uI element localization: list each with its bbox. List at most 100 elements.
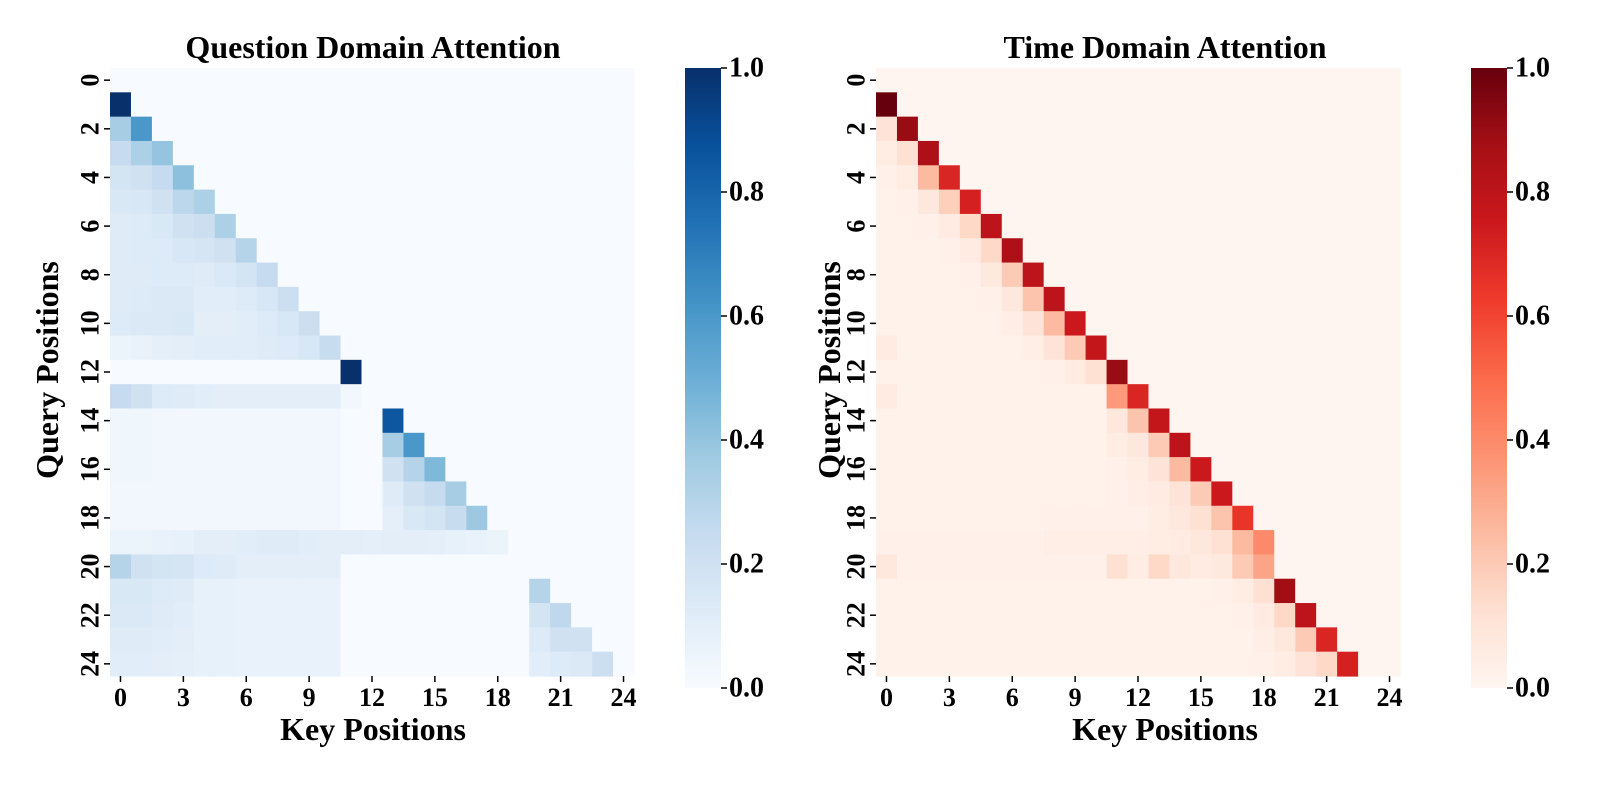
question-heatmap-cell [151,432,174,458]
time-heatmap-cell [1232,651,1254,677]
question-heatmap-cell [235,578,258,604]
question-heatmap-cell [256,165,279,191]
question-heatmap-cell [214,335,237,361]
question-heatmap-cell [424,554,446,580]
time-heatmap-cell [1295,189,1317,215]
question-heatmap-cell [550,92,572,118]
time-heatmap-cell [1232,359,1254,385]
time-heatmap-cell [1064,311,1087,337]
question-heatmap-cell [151,213,174,239]
question-heatmap-cell [256,286,279,312]
time-heatmap-cell [1190,384,1212,410]
question-heatmap-cell [110,481,132,507]
time-heatmap-cell [1232,92,1254,118]
time-heatmap-cell [1001,262,1024,288]
time-heatmap-cell [959,116,982,142]
time-heatmap-cell [1043,481,1066,507]
question-heatmap-cell [571,578,593,604]
question-heatmap-cell [298,359,321,385]
time-heatmap-cell [1337,335,1359,361]
question-heatmap-cell [508,92,530,118]
time-heatmap-cell [1022,213,1045,239]
time-heatmap-cell [1379,189,1401,215]
question-heatmap-cell [424,165,446,191]
time-heatmap-cell [876,530,898,555]
time-heatmap-cell [1253,651,1275,677]
time-heatmap-cell [1337,481,1359,507]
time-heatmap-cell [896,116,919,142]
question-heatmap-cell [151,165,174,191]
question-heatmap-cell [277,286,300,312]
time-heatmap-cell [1337,578,1359,604]
question-heatmap-cell [298,457,321,483]
question-heatmap-cell [256,505,279,531]
time-heatmap-cell [876,384,898,410]
question-heatmap-cell [214,505,237,531]
question-x-tick-label: 9 [303,683,316,712]
time-y-tick-label: 6 [842,220,871,233]
time-heatmap-cell [1043,384,1066,410]
question-heatmap-cell [172,432,195,458]
time-heatmap-cell [876,311,898,337]
question-heatmap-cell [130,213,153,239]
time-heatmap-cell [1001,189,1024,215]
question-heatmap-cell [256,68,279,93]
time-heatmap-cell [1190,311,1212,337]
time-heatmap-cell [876,651,898,677]
question-heatmap-cell [256,651,279,677]
time-x-ticks: 0 3 6 9 12 15 18 21 24 [880,676,1403,712]
time-heatmap-cell [1295,286,1317,312]
time-heatmap-cell [1148,408,1171,434]
question-heatmap-cell [361,189,384,215]
time-heatmap-cell [1148,578,1171,604]
time-heatmap-cell [917,554,940,580]
time-heatmap-cell [938,335,961,361]
time-heatmap-cell [876,238,898,264]
question-heatmap-cell [592,359,614,385]
question-heatmap-cell [361,238,384,264]
time-heatmap-cell [959,286,982,312]
time-colorbar-tick-label: 0.4 [1515,425,1550,456]
time-heatmap-cell [1127,530,1150,555]
question-heatmap-cell [277,311,300,337]
time-heatmap-cell [1274,627,1296,653]
question-heatmap-cell [529,262,551,288]
question-heatmap-cell [172,359,195,385]
question-heatmap-cell [214,530,237,555]
question-heatmap-cell [319,116,342,142]
question-heatmap-cell [445,408,467,434]
question-heatmap-cell [214,262,237,288]
time-heatmap-cell [917,262,940,288]
time-heatmap-cell [959,554,982,580]
question-heatmap-cell [193,481,216,507]
question-heatmap-cell [403,603,425,628]
time-colorbar [1471,68,1507,688]
time-heatmap-cell [938,189,961,215]
question-heatmap-cell [172,505,195,531]
question-heatmap-cell [382,359,405,385]
time-heatmap-cell [1085,578,1108,604]
question-heatmap-cell [110,408,132,434]
time-colorbar-tick-label: 0.2 [1515,549,1550,580]
time-heatmap-cell [1295,408,1317,434]
question-heatmap-cell [298,481,321,507]
question-heatmap-cell [445,359,467,385]
question-colorbar-tick-label: 0.2 [729,549,764,580]
time-heatmap-cell [1085,189,1108,215]
question-heatmap-cell [298,262,321,288]
question-heatmap-cell [256,603,279,628]
question-heatmap-cell [445,432,467,458]
time-heatmap-cell [1022,92,1045,118]
question-heatmap-cell [466,627,488,653]
time-heatmap-cell [1085,335,1108,361]
time-heatmap-cell [917,165,940,191]
time-heatmap-cell [1106,627,1129,653]
time-heatmap-cell [959,457,982,483]
time-heatmap-cell [1274,505,1296,531]
question-heatmap-cell [403,68,425,93]
time-heatmap-cell [1253,578,1275,604]
time-heatmap-cell [1379,165,1401,191]
question-heatmap-cell [256,408,279,434]
question-heatmap-cell [235,384,258,410]
question-heatmap-cell [214,408,237,434]
